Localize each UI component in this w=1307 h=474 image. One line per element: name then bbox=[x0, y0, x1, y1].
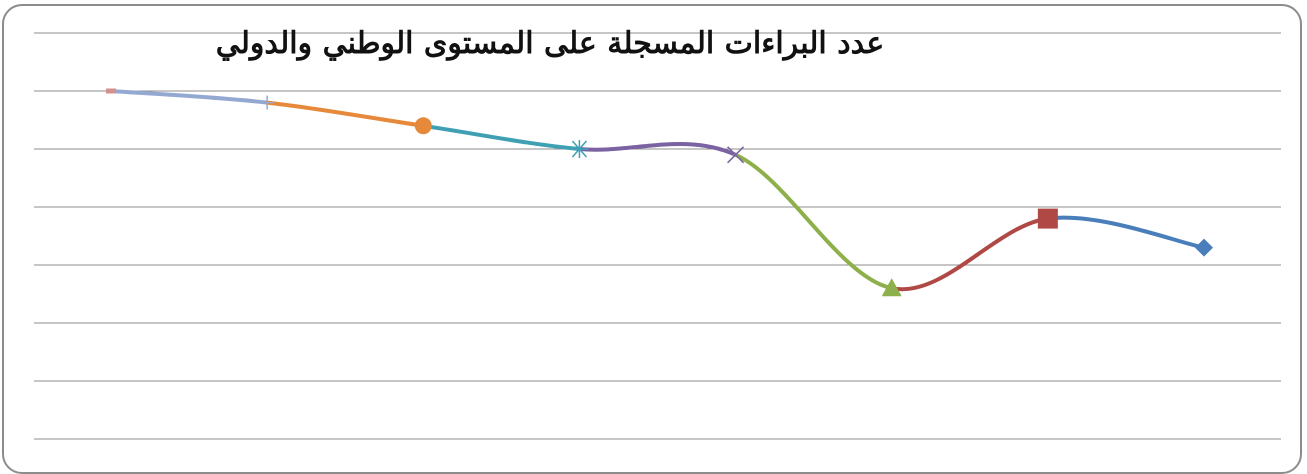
line-segment-4 bbox=[577, 142, 738, 157]
line-segment-6 bbox=[889, 216, 1050, 292]
marker-point-3 bbox=[414, 117, 432, 135]
marker-point-5 bbox=[727, 146, 745, 164]
marker-point-4 bbox=[570, 140, 589, 158]
series-markers bbox=[106, 88, 1213, 297]
marker-point-7 bbox=[1037, 208, 1058, 229]
line-segment-1 bbox=[109, 89, 270, 105]
line-segment-3 bbox=[421, 123, 582, 151]
line-segment-7 bbox=[1045, 215, 1206, 250]
line-segment-2 bbox=[265, 100, 426, 128]
marker-point-2 bbox=[260, 95, 275, 110]
marker-point-6 bbox=[881, 278, 902, 297]
line-segment-5 bbox=[733, 152, 894, 291]
marker-point-8 bbox=[1195, 238, 1213, 257]
gridlines bbox=[34, 32, 1281, 440]
series-lines bbox=[109, 89, 1206, 292]
chart-frame bbox=[2, 4, 1302, 474]
chart-title: عدد البراءات المسجلة على المستوى الوطني … bbox=[215, 26, 885, 61]
